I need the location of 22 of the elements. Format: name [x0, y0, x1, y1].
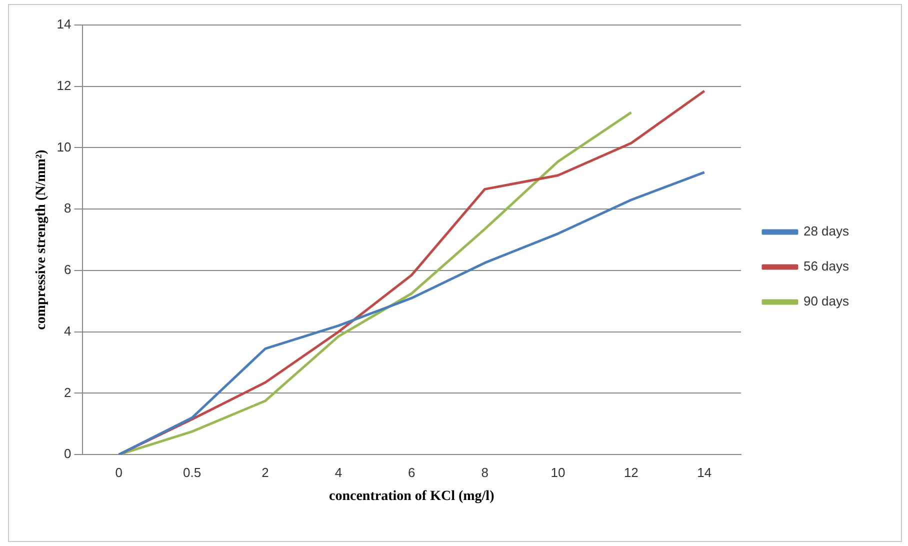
x-tick-label: 14 — [697, 464, 712, 480]
x-tick-label: 0.5 — [183, 464, 202, 480]
y-tick-label: 8 — [64, 200, 72, 216]
x-tick-label: 10 — [550, 464, 566, 480]
y-tick-label: 0 — [64, 446, 72, 462]
y-tick-label: 12 — [56, 78, 72, 93]
legend-label: 56 days — [803, 258, 850, 274]
y-tick-label: 10 — [56, 139, 72, 154]
x-tick-label: 0 — [115, 464, 122, 480]
x-axis-title: concentration of KCl (mg/l) — [328, 489, 495, 504]
y-tick-label: 6 — [64, 262, 72, 278]
y-tick-label: 2 — [64, 384, 72, 400]
x-tick-label: 12 — [624, 464, 638, 480]
x-tick-label: 8 — [481, 464, 488, 480]
legend-label: 90 days — [803, 294, 850, 309]
y-tick-label: 4 — [64, 323, 72, 338]
y-tick-label: 14 — [56, 16, 72, 32]
x-tick-label: 6 — [408, 464, 416, 480]
x-tick-label: 4 — [334, 464, 342, 480]
y-axis-title: compressive strength (N/mm²) — [34, 149, 50, 330]
x-tick-label: 2 — [262, 464, 269, 480]
legend-label: 28 days — [803, 224, 850, 239]
